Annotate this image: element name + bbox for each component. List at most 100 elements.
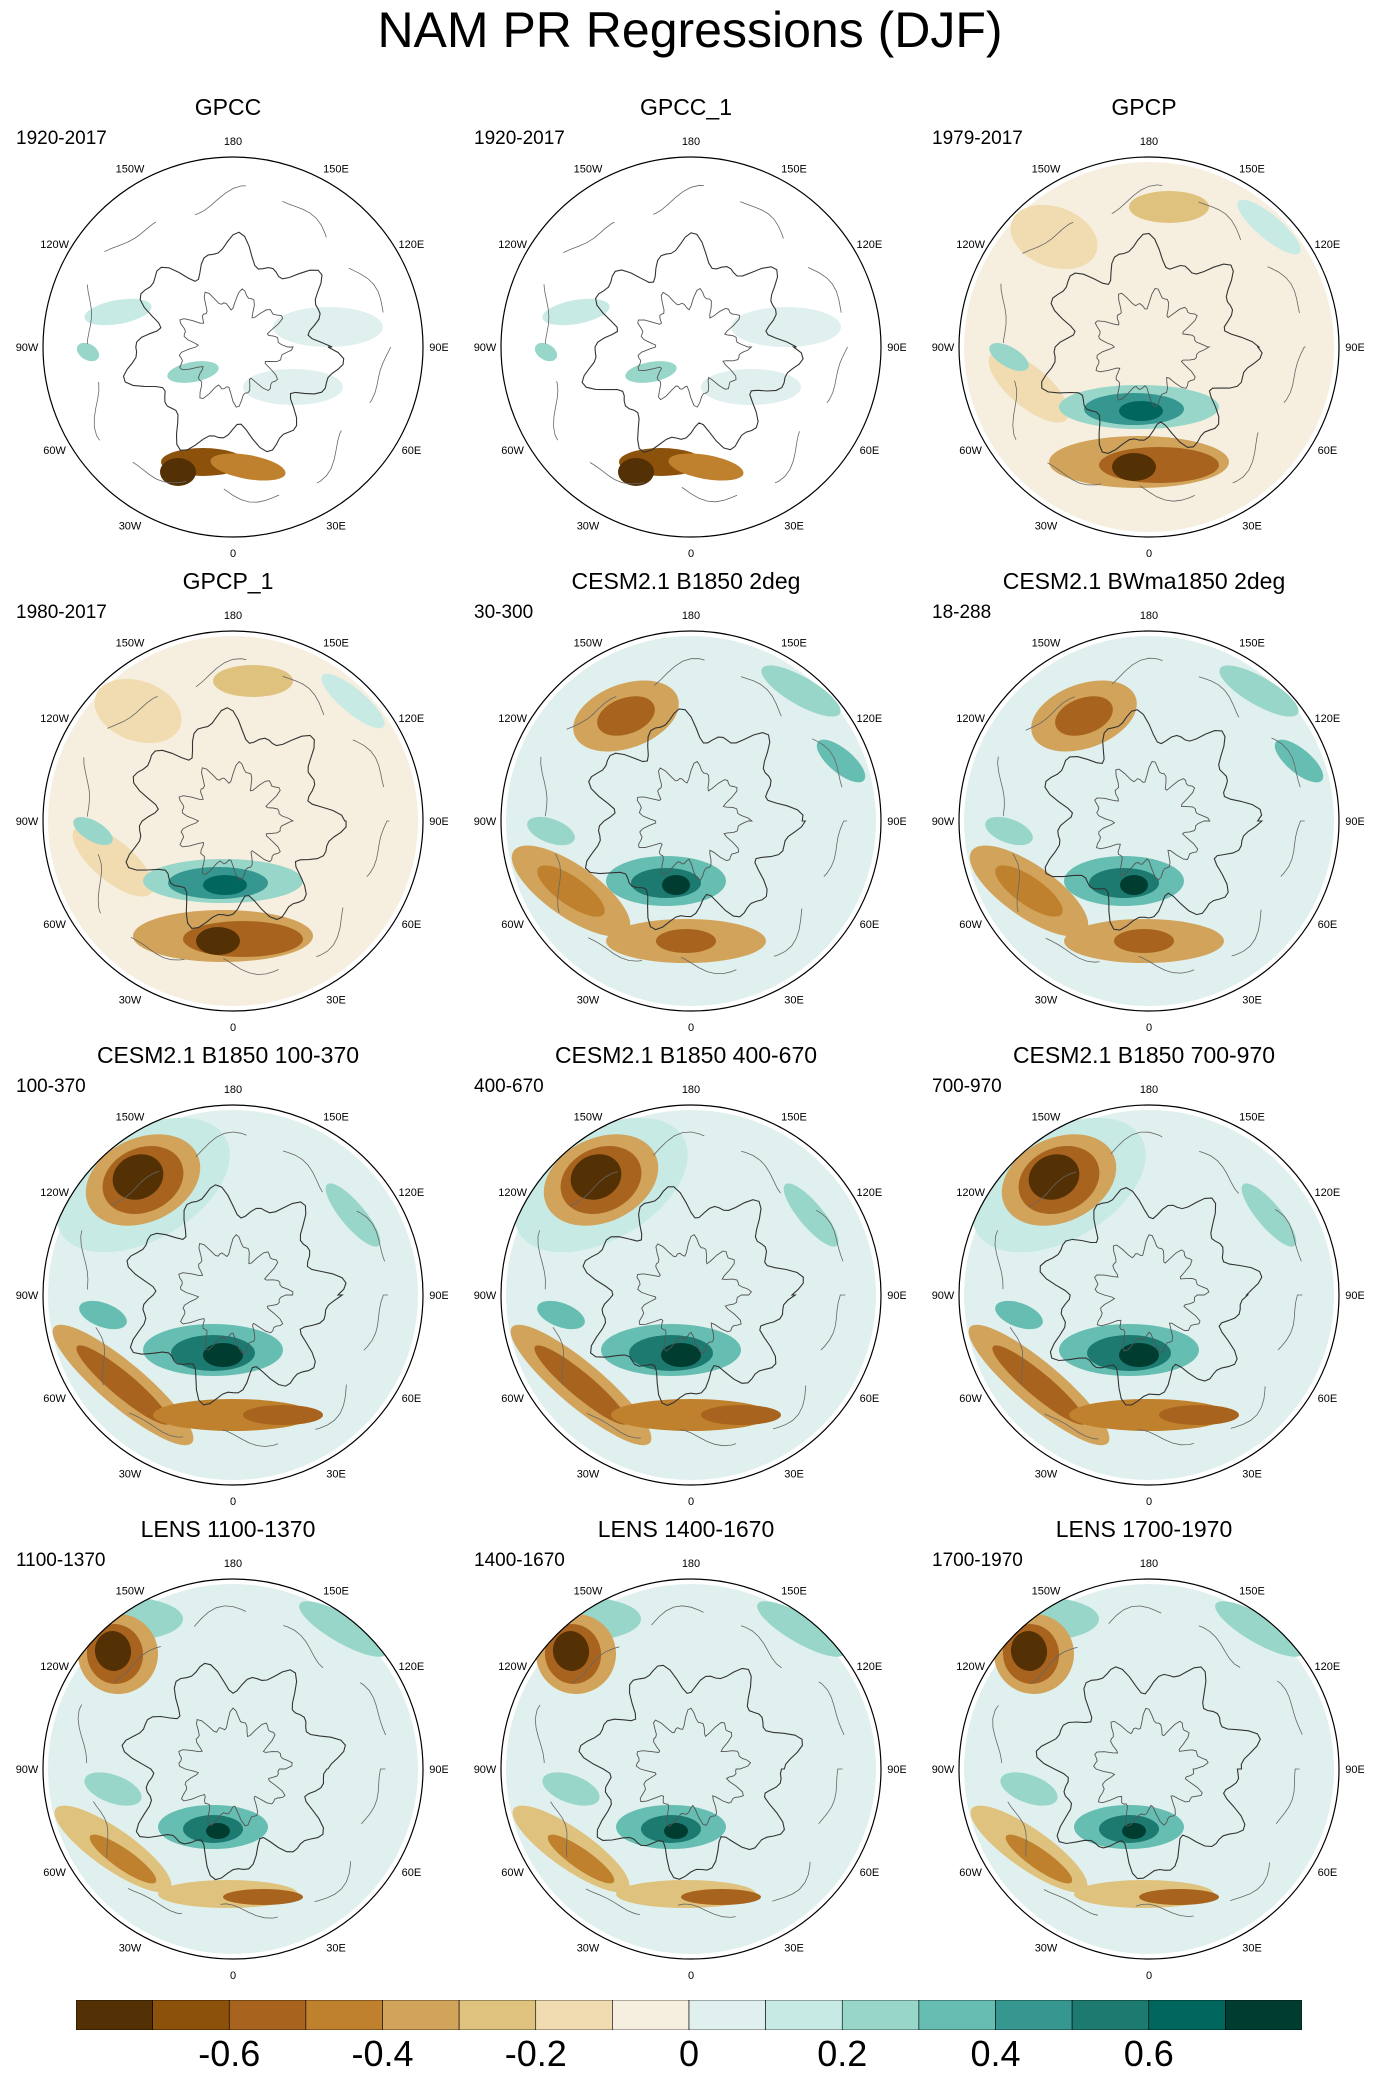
period-label: 18-288 (932, 602, 992, 623)
coastline (122, 231, 345, 453)
map-boundary (500, 1578, 882, 1960)
longitude-label: 90E (1345, 342, 1364, 354)
map-panel: 180 150E 120E 90E 60E 30E 0 30W 60W 90W 120W 150W LE… (8, 1514, 448, 1984)
colorbar-tick-label: -0.4 (351, 2033, 414, 2074)
longitude-label: 30E (326, 1942, 346, 1954)
longitude-label: 120E (399, 713, 425, 725)
precip-anomaly-contour (783, 1183, 839, 1247)
longitude-label: 60W (43, 1393, 66, 1405)
precip-anomaly-contour (94, 1631, 132, 1671)
longitude-label: 150W (574, 638, 603, 650)
longitude-label: 150W (574, 1112, 603, 1124)
longitude-label: 30E (1242, 520, 1262, 532)
panel-title: CESM2.1 B1850 400-670 (554, 1042, 818, 1068)
longitude-label: 180 (682, 610, 700, 622)
precip-anomaly-contour (701, 369, 801, 405)
precip-anomaly-contour (757, 1601, 845, 1657)
coastline (80, 1131, 394, 1447)
longitude-label: 30E (784, 520, 804, 532)
longitude-label: 0 (230, 1022, 236, 1034)
longitude-label: 0 (688, 548, 694, 560)
longitude-label: 150E (1239, 1112, 1265, 1124)
precip-anomaly-contour (76, 1345, 170, 1425)
precip-anomaly-contour (79, 1300, 127, 1330)
period-label: 700-970 (932, 1076, 1002, 1097)
map-panel: 180 150E 120E 90E 60E 30E 0 30W 60W 90W 120W 150W GP… (8, 566, 448, 1036)
precip-anomaly-contour (196, 927, 240, 955)
longitude-label: 150W (1032, 164, 1061, 176)
longitude-label: 120W (40, 1187, 69, 1199)
polar-map: 180 150E 120E 90E 60E 30E 0 30W 60W 90W 120W 150W (474, 610, 906, 1034)
longitude-label: 60E (1318, 919, 1338, 931)
longitude-label: 180 (224, 610, 242, 622)
colorbar-segment (305, 2000, 383, 2030)
longitude-label: 150E (781, 1112, 807, 1124)
period-label: 1100-1370 (16, 1550, 106, 1571)
longitude-label: 150E (1239, 164, 1265, 176)
longitude-label: 120W (40, 239, 69, 251)
panel-title: LENS 1100-1370 (140, 1516, 316, 1542)
longitude-label: 180 (1140, 610, 1158, 622)
coastline (178, 288, 294, 408)
longitude-label: 180 (1140, 136, 1158, 148)
precip-anomaly-contour (668, 453, 744, 481)
longitude-label: 30W (1035, 520, 1058, 532)
map-boundary (42, 1578, 424, 1960)
map-panel: 180 150E 120E 90E 60E 30E 0 30W 60W 90W 120W 150W CE… (924, 566, 1364, 1036)
precip-anomaly-contour (681, 1889, 761, 1905)
colorbar-segment (995, 2000, 1073, 2030)
precip-anomaly-contour (542, 298, 610, 326)
longitude-label: 60W (959, 1867, 982, 1879)
precip-anomaly-contour (1122, 1823, 1146, 1839)
precip-anomaly-contour (243, 1405, 323, 1425)
coastline (581, 232, 804, 453)
map-panel: 180 150E 120E 90E 60E 30E 0 30W 60W 90W 120W 150W LE… (466, 1514, 906, 1984)
longitude-label: 90E (429, 342, 448, 354)
longitude-label: 120E (399, 1187, 425, 1199)
precip-anomaly-contour (701, 1405, 781, 1425)
coastline (636, 1234, 753, 1354)
coastline (636, 760, 754, 881)
panel-title: GPCC_1 (639, 94, 733, 120)
colorbar-tick-label: 0 (678, 2033, 700, 2074)
map-boundary (958, 630, 1340, 1012)
longitude-label: 60W (501, 445, 524, 457)
coastline (582, 1186, 804, 1407)
colorbar-segment (1071, 2000, 1150, 2030)
polar-map: 180 150E 120E 90E 60E 30E 0 30W 60W 90W 120W 150W (474, 1084, 906, 1508)
longitude-label: 60E (860, 1867, 880, 1879)
longitude-label: 60W (501, 919, 524, 931)
map-panel: 180 150E 120E 90E 60E 30E 0 30W 60W 90W 120W 150W CE… (466, 1040, 906, 1510)
longitude-label: 120W (956, 1187, 985, 1199)
polar-map: 180 150E 120E 90E 60E 30E 0 30W 60W 90W 120W 150W (932, 1084, 1364, 1508)
longitude-label: 90W (474, 1764, 497, 1776)
longitude-label: 60W (501, 1867, 524, 1879)
precip-anomaly-contour (299, 1601, 387, 1657)
precip-anomaly-contour (1274, 739, 1324, 783)
longitude-label: 150E (1239, 638, 1265, 650)
colorbar-tick-label: 0.6 (1123, 2033, 1174, 2074)
precip-anomaly-contour (1129, 191, 1209, 223)
precip-anomaly-contour (537, 1300, 585, 1330)
panel-title: CESM2.1 B1850 700-970 (1012, 1042, 1276, 1068)
period-label: 400-670 (474, 1076, 544, 1097)
colorbar-segment (918, 2000, 996, 2030)
longitude-label: 30E (1242, 1468, 1262, 1480)
period-label: 1920-2017 (474, 128, 565, 149)
precip-anomaly-contour (243, 369, 343, 405)
precip-anomaly-contour (547, 1834, 615, 1884)
coastline (997, 657, 1310, 974)
precip-anomaly-contour (761, 665, 841, 717)
longitude-label: 90E (887, 816, 906, 828)
panel-title: LENS 1700-1970 (1055, 1516, 1233, 1542)
longitude-label: 60E (402, 1867, 422, 1879)
longitude-label: 90E (429, 1764, 448, 1776)
longitude-label: 90E (1345, 1290, 1364, 1302)
precip-anomaly-contour (1119, 1343, 1159, 1367)
map-boundary (500, 630, 882, 1012)
longitude-label: 150E (1239, 1586, 1265, 1598)
longitude-label: 120W (498, 1661, 527, 1673)
longitude-label: 90E (887, 1290, 906, 1302)
map-panel: 180 150E 120E 90E 60E 30E 0 30W 60W 90W 120W 150W LE… (924, 1514, 1364, 1984)
precip-anomaly-contour (995, 1300, 1043, 1330)
